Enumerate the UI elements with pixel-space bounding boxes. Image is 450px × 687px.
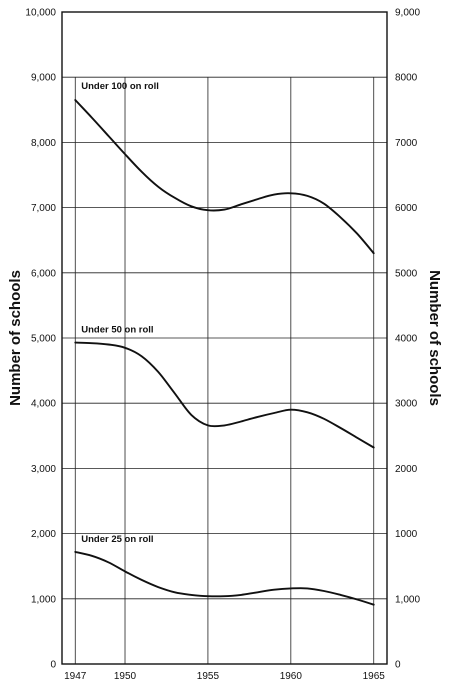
- y-tick-label-left: 5,000: [31, 334, 56, 345]
- series-line: [74, 550, 375, 606]
- y-tick-label-left: 2,000: [31, 529, 56, 540]
- y-tick-label-right: 2000: [395, 464, 418, 475]
- y-tick-label-right: 0: [395, 660, 401, 671]
- y-tick-label-right: 3000: [395, 399, 418, 410]
- x-tick-label: 1950: [114, 671, 137, 682]
- x-tick-label: 1955: [197, 671, 220, 682]
- y-tick-label-left: 10,000: [25, 8, 56, 19]
- grid-layer: [62, 76, 387, 664]
- x-tick-label: 1965: [363, 671, 386, 682]
- y-tick-label-left: 0: [50, 660, 56, 671]
- tick-layer: 0 0 1,000 1,000 2,000 1000 3,000 2000 4,000 3000 5…: [25, 8, 420, 683]
- y-tick-label-left: 4,000: [31, 399, 56, 410]
- plot-frame: [61, 11, 388, 665]
- y-tick-label-left: 9,000: [31, 73, 56, 84]
- x-tick-label: 1960: [280, 671, 303, 682]
- y-axis-label-left: Number of schools: [7, 270, 24, 406]
- curve-layer: [74, 99, 375, 606]
- y-tick-label-left: 7,000: [31, 203, 56, 214]
- y-tick-label-left: 8,000: [31, 138, 56, 149]
- y-tick-label-left: 3,000: [31, 464, 56, 475]
- series-line: [74, 341, 375, 449]
- y-tick-label-right: 1000: [395, 529, 418, 540]
- label-layer: Under 100 on roll Under 50 on roll Under 2…: [81, 81, 159, 545]
- y-axis-label-right: Number of schools: [426, 270, 443, 406]
- y-tick-label-right: 8000: [395, 73, 418, 84]
- series-line: [74, 99, 375, 255]
- y-tick-label-right: 6000: [395, 203, 418, 214]
- y-tick-label-right: 7000: [395, 138, 418, 149]
- y-tick-label-right: 5000: [395, 268, 418, 279]
- y-tick-label-right: 4000: [395, 334, 418, 345]
- series-label: Under 25 on roll: [81, 534, 153, 545]
- series-label: Under 50 on roll: [81, 325, 153, 336]
- y-tick-label-left: 1,000: [31, 594, 56, 605]
- y-tick-label-left: 6,000: [31, 268, 56, 279]
- y-tick-label-right: 9,000: [395, 8, 420, 19]
- y-tick-label-right: 1,000: [395, 594, 420, 605]
- x-tick-label: 1947: [64, 671, 87, 682]
- series-label: Under 100 on roll: [81, 81, 159, 92]
